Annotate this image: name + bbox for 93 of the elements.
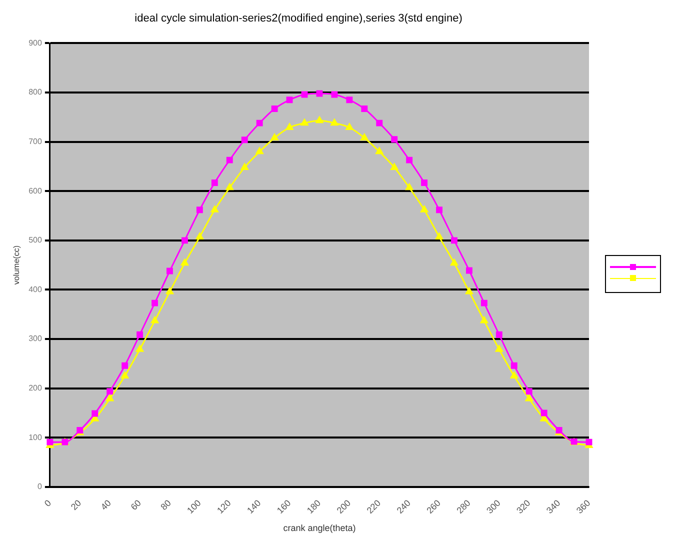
x-tick-label: 200 (334, 498, 353, 516)
point (480, 316, 488, 324)
point (106, 394, 114, 402)
x-tick-label: 340 (544, 498, 562, 516)
x-tick-label: 180 (304, 498, 323, 516)
chart-title: ideal cycle simulation-series2(modified engine),series 3(std engine) (134, 12, 462, 25)
point (586, 438, 592, 446)
point (390, 163, 398, 170)
point (450, 258, 458, 266)
point (466, 267, 472, 274)
point (240, 163, 248, 170)
point (316, 90, 323, 97)
x-tick-label: 360 (574, 498, 592, 516)
point (166, 287, 174, 294)
point (150, 316, 159, 324)
point (181, 237, 188, 244)
y-tick-label: 900 (28, 38, 42, 48)
x-tick-label: 20 (68, 498, 84, 512)
x-tick-label: 100 (185, 498, 203, 516)
y-tick-label: 300 (28, 334, 42, 344)
point (510, 362, 518, 369)
y-tick-label: 500 (28, 236, 42, 245)
point (421, 180, 428, 186)
point (152, 300, 158, 306)
y-tick-label: 700 (28, 137, 42, 146)
point (496, 331, 502, 338)
y-tick-label: 200 (28, 384, 42, 393)
point (286, 123, 294, 130)
point (301, 91, 308, 98)
y-tick-label: 100 (28, 432, 42, 442)
x-tick-label: 120 (215, 498, 233, 516)
point (166, 268, 173, 274)
point (360, 134, 368, 140)
point (331, 91, 338, 98)
x-tick-label: 40 (98, 498, 114, 512)
point (465, 287, 473, 294)
x-axis-title: crank angle(theta) (283, 523, 356, 534)
x-tick-label: 60 (128, 498, 143, 512)
x-tick-label: 320 (514, 498, 532, 516)
x-tick-label: 280 (454, 498, 472, 516)
point (136, 345, 144, 352)
point (300, 118, 308, 126)
point (436, 206, 442, 214)
point (226, 156, 233, 164)
point (495, 345, 503, 352)
point (451, 237, 458, 244)
point (391, 136, 398, 143)
y-axis-title: volume(cc) (12, 245, 22, 285)
point (210, 206, 218, 212)
point (211, 180, 218, 186)
x-tick-label: 240 (394, 498, 412, 516)
point (121, 372, 129, 379)
point (406, 156, 413, 164)
point (540, 410, 548, 416)
point (510, 372, 518, 379)
point (420, 206, 428, 212)
point (526, 388, 532, 395)
x-tick-label: 140 (245, 498, 263, 516)
y-tick-label: 400 (28, 284, 42, 294)
point (271, 106, 278, 112)
point (330, 118, 338, 126)
x-tick-label: 160 (275, 498, 293, 516)
x-tick-label: 220 (364, 498, 383, 516)
point (226, 183, 234, 190)
x-tick-label: 300 (484, 498, 502, 516)
point (256, 120, 263, 126)
x-tick-label: 80 (158, 498, 173, 512)
point (435, 232, 444, 240)
point (286, 96, 293, 104)
point (406, 183, 414, 190)
point (106, 388, 114, 395)
y-tick-label: 0 (37, 482, 42, 492)
point (270, 134, 278, 140)
y-tick-label: 800 (28, 88, 42, 97)
point (196, 206, 203, 214)
point (196, 232, 204, 240)
point (346, 96, 353, 104)
point (180, 258, 188, 266)
point (525, 394, 533, 402)
x-tick-label: 0 (42, 498, 54, 508)
point (361, 106, 368, 112)
point (256, 147, 264, 154)
point (92, 410, 98, 417)
point (241, 136, 248, 144)
point (376, 147, 384, 154)
point (316, 116, 324, 124)
point (346, 123, 354, 130)
point (122, 362, 128, 369)
point (376, 120, 383, 126)
y-tick-label: 600 (28, 186, 42, 196)
point (480, 300, 488, 306)
point (136, 331, 144, 338)
x-tick-label: 260 (424, 498, 442, 516)
